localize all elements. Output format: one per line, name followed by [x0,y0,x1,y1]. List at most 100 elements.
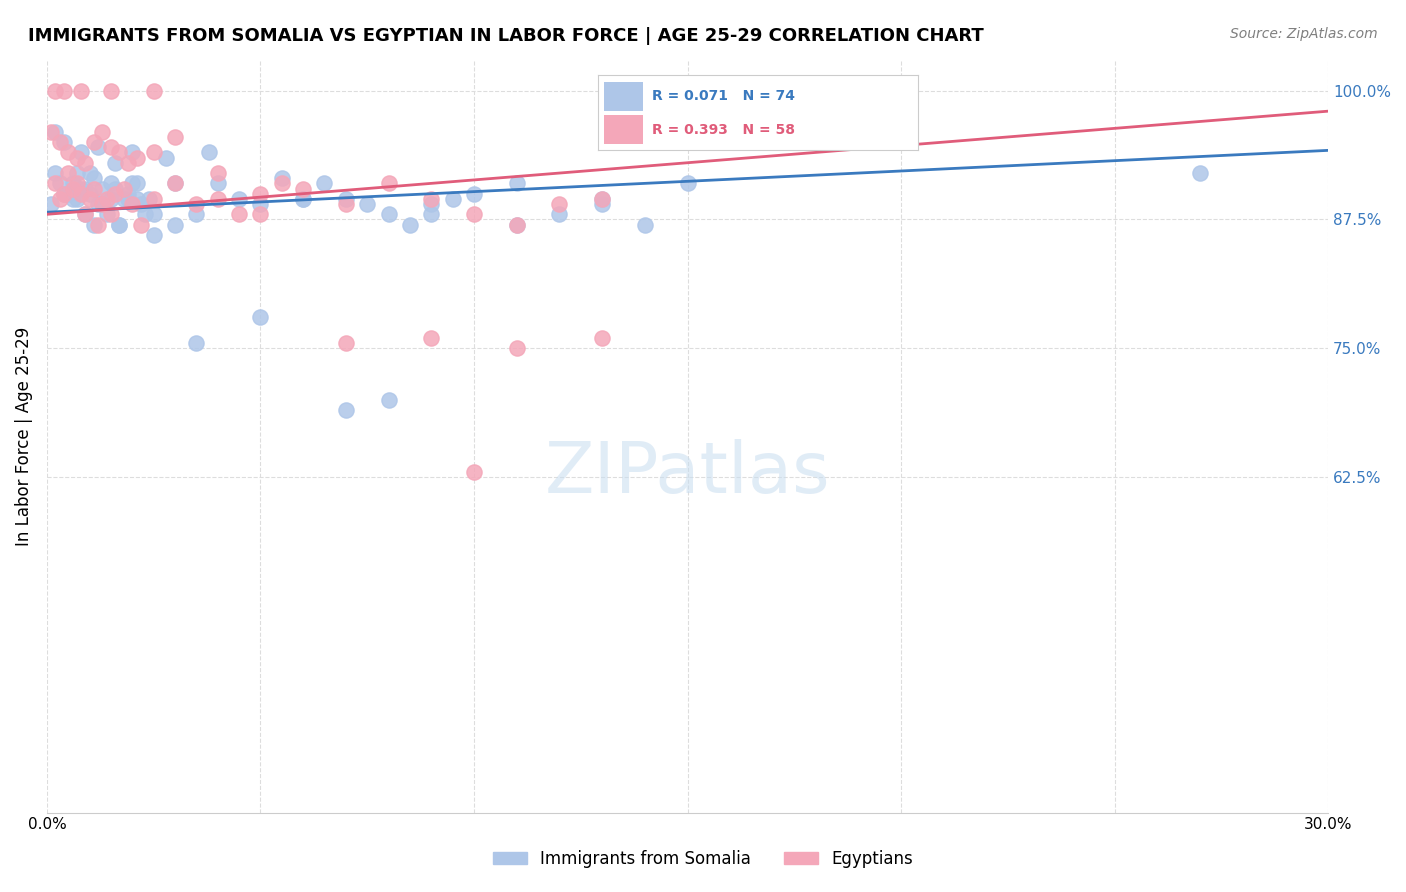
Point [420,192,443,206]
Point [87,218,110,232]
Point [48,177,70,191]
Point [270,177,292,191]
Y-axis label: In Labor Force | Age 25-29: In Labor Force | Age 25-29 [15,326,32,546]
Point [58,166,80,180]
Point [591,197,613,211]
Point [70,145,93,160]
Point [52,135,75,149]
Legend: Immigrants from Somalia, Egyptians: Immigrants from Somalia, Egyptians [486,844,920,875]
Point [377,177,399,191]
Point [100,177,122,191]
Point [44,84,66,98]
Point [58,145,80,160]
Point [228,207,250,221]
Point [91,181,114,195]
Point [125,192,148,206]
Point [249,207,271,221]
Point [83,181,105,195]
Point [591,192,613,206]
Point [91,197,114,211]
Text: ZIPatlas: ZIPatlas [544,439,831,508]
Point [96,207,118,221]
Point [138,192,160,206]
Point [91,125,114,139]
Point [79,186,101,201]
Point [108,218,131,232]
Point [75,207,97,221]
Point [44,166,66,180]
Point [163,177,186,191]
Point [420,331,443,345]
Point [314,177,336,191]
Point [44,177,66,191]
Point [62,181,84,195]
Point [83,218,105,232]
Point [125,151,148,165]
Point [463,207,485,221]
Point [62,177,84,191]
Point [676,177,699,191]
Point [100,207,122,221]
Point [142,227,165,242]
Point [356,197,378,211]
Point [186,336,208,351]
Point [121,197,143,211]
Point [87,197,110,211]
Point [399,218,422,232]
Point [62,192,84,206]
Point [134,207,156,221]
Point [335,197,357,211]
Point [117,192,139,206]
Point [104,181,127,195]
Text: Source: ZipAtlas.com: Source: ZipAtlas.com [1230,27,1378,41]
Point [121,177,143,191]
Point [75,155,97,169]
Point [70,181,93,195]
Text: IMMIGRANTS FROM SOMALIA VS EGYPTIAN IN LABOR FORCE | AGE 25-29 CORRELATION CHART: IMMIGRANTS FROM SOMALIA VS EGYPTIAN IN L… [28,27,984,45]
Point [83,171,105,186]
Point [142,207,165,221]
Point [505,218,527,232]
Point [228,192,250,206]
Point [207,177,229,191]
Point [249,197,271,211]
Point [163,218,186,232]
Point [66,166,89,180]
Point [292,192,315,206]
Point [163,177,186,191]
Point [292,192,315,206]
Point [505,218,527,232]
Point [66,192,89,206]
Point [112,181,135,195]
Point [186,207,208,221]
Point [75,207,97,221]
Point [142,84,165,98]
Point [1188,166,1211,180]
Point [186,197,208,211]
Point [52,186,75,201]
Point [75,181,97,195]
Point [548,197,571,211]
Point [66,151,89,165]
Point [52,84,75,98]
Point [420,207,443,221]
Point [591,331,613,345]
Point [441,192,464,206]
Point [66,177,89,191]
Point [505,177,527,191]
Point [96,192,118,206]
Point [129,197,152,211]
Point [58,186,80,201]
Point [142,192,165,206]
Point [207,192,229,206]
Point [83,135,105,149]
Point [100,84,122,98]
Point [335,336,357,351]
Point [198,145,221,160]
Point [335,403,357,417]
Point [463,186,485,201]
Point [117,155,139,169]
Point [39,125,62,139]
Point [91,197,114,211]
Point [420,197,443,211]
